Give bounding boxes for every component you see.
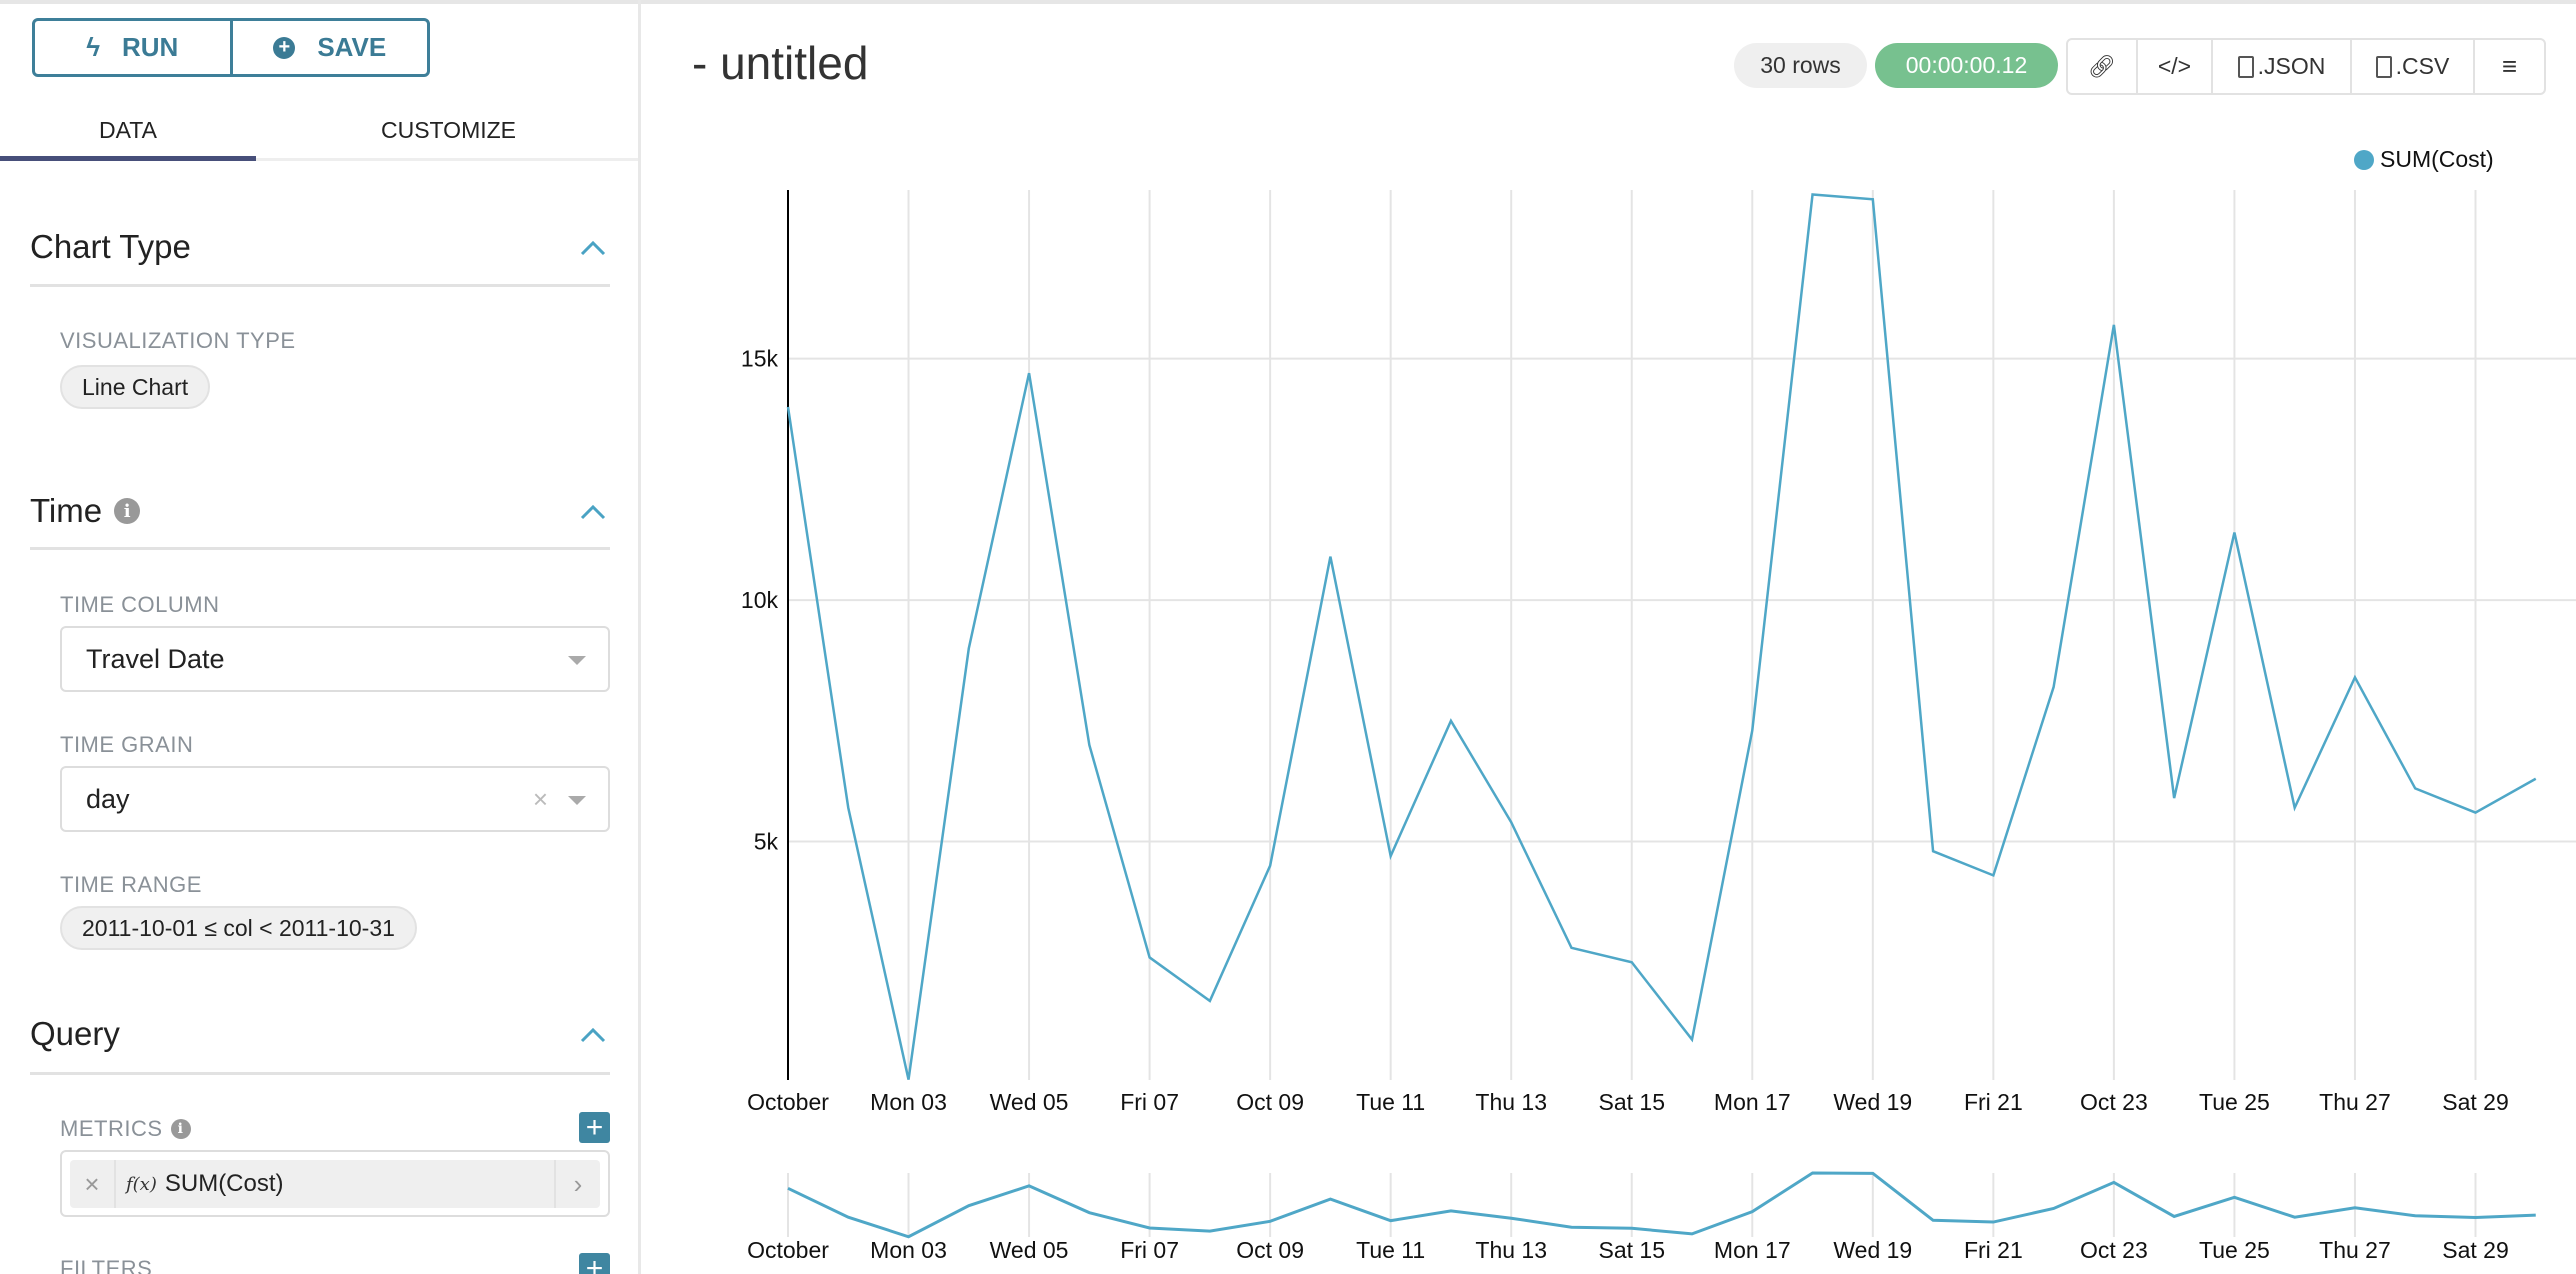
mini-x-tick-label: Oct 23 xyxy=(2080,1237,2148,1263)
mini-x-tick-label: Oct 09 xyxy=(1236,1237,1304,1263)
x-tick-label: October xyxy=(747,1089,829,1115)
chart-title[interactable]: - untitled xyxy=(692,37,869,89)
embed-code-button[interactable]: </> xyxy=(2138,40,2213,93)
plus-circle-icon: + xyxy=(273,36,296,59)
file-text-icon xyxy=(2375,55,2392,78)
chart-actions-toolbar: 🔗︎ </> .JSON .CSV ≡ xyxy=(2066,38,2546,95)
query-timer-badge: 00:00:00.12 xyxy=(1875,43,2058,88)
chevron-up-icon[interactable] xyxy=(578,238,608,258)
x-tick-label: Oct 09 xyxy=(1236,1089,1304,1115)
tab-customize[interactable]: CUSTOMIZE xyxy=(380,116,517,143)
active-tab-indicator xyxy=(0,156,256,161)
row-count-badge: 30 rows xyxy=(1734,43,1867,88)
metric-item[interactable]: × f(x) SUM(Cost) › xyxy=(70,1160,600,1208)
function-icon: f(x) xyxy=(126,1173,157,1195)
divider xyxy=(30,1072,610,1075)
mini-x-tick-label: Tue 11 xyxy=(1356,1237,1425,1263)
metric-name: SUM(Cost) xyxy=(164,1170,284,1197)
export-json-button[interactable]: .JSON xyxy=(2213,40,2352,93)
divider xyxy=(30,284,610,287)
x-tick-label: Thu 27 xyxy=(2319,1089,2391,1115)
section-time-header[interactable]: Time i xyxy=(30,492,141,530)
remove-icon[interactable]: × xyxy=(70,1160,116,1208)
time-range-label: TIME RANGE xyxy=(60,872,202,897)
section-query-header[interactable]: Query xyxy=(30,1015,120,1052)
add-metric-button[interactable]: + xyxy=(579,1112,610,1143)
link-icon: 🔗︎ xyxy=(2088,53,2116,79)
add-filter-button[interactable]: + xyxy=(579,1253,610,1274)
tab-divider xyxy=(0,158,638,161)
x-tick-label: Wed 19 xyxy=(1833,1089,1912,1115)
y-tick-label: 10k xyxy=(741,587,779,613)
mini-x-tick-label: Thu 27 xyxy=(2319,1237,2391,1263)
metrics-field: × f(x) SUM(Cost) › xyxy=(60,1150,610,1217)
series-line-sum-cost xyxy=(786,193,2537,1080)
run-save-group: ϟ RUN + SAVE xyxy=(32,18,430,77)
mini-x-tick-label: Sat 15 xyxy=(1598,1237,1665,1263)
x-tick-label: Oct 23 xyxy=(2080,1089,2148,1115)
mini-x-tick-label: Mon 03 xyxy=(870,1237,947,1263)
x-tick-label: Sat 15 xyxy=(1598,1089,1665,1115)
tab-data[interactable]: DATA xyxy=(99,116,157,143)
top-border xyxy=(0,0,2576,4)
export-csv-button[interactable]: .CSV xyxy=(2352,40,2475,93)
caret-down-icon xyxy=(568,656,586,665)
control-panel: ϟ RUN + SAVE DATA CUSTOMIZE Chart Type VIS… xyxy=(0,0,641,1274)
visualization-type-label: VISUALIZATION TYPE xyxy=(60,328,296,353)
info-icon[interactable]: i xyxy=(114,498,141,524)
x-tick-label: Wed 05 xyxy=(990,1089,1069,1115)
clear-icon[interactable]: × xyxy=(532,784,548,814)
time-column-select[interactable]: Travel Date xyxy=(60,626,610,692)
hamburger-icon: ≡ xyxy=(2501,51,2518,81)
mini-x-tick-label: Sat 29 xyxy=(2442,1237,2509,1263)
mini-x-tick-label: Mon 17 xyxy=(1714,1237,1791,1263)
caret-down-icon xyxy=(568,796,586,805)
file-code-icon xyxy=(2237,55,2254,78)
visualization-type-button[interactable]: Line Chart xyxy=(60,365,211,409)
share-link-button[interactable]: 🔗︎ xyxy=(2068,40,2138,93)
run-button[interactable]: ϟ RUN xyxy=(35,21,233,74)
time-column-label: TIME COLUMN xyxy=(60,592,220,617)
x-tick-label: Mon 03 xyxy=(870,1089,947,1115)
chevron-up-icon[interactable] xyxy=(578,502,608,522)
x-tick-label: Tue 25 xyxy=(2199,1089,2270,1115)
x-tick-label: Mon 17 xyxy=(1714,1089,1791,1115)
x-tick-label: Thu 13 xyxy=(1475,1089,1547,1115)
filters-label: FILTERS xyxy=(60,1256,153,1274)
range-selector-line xyxy=(787,1171,2536,1239)
legend-item[interactable]: SUM(Cost) xyxy=(2354,146,2494,173)
mini-x-tick-label: Wed 19 xyxy=(1833,1237,1912,1263)
chevron-up-icon[interactable] xyxy=(578,1025,608,1045)
time-range-button[interactable]: 2011-10-01 ≤ col < 2011-10-31 xyxy=(60,906,417,950)
x-tick-label: Fri 07 xyxy=(1120,1089,1179,1115)
x-tick-label: Sat 29 xyxy=(2442,1089,2509,1115)
mini-x-tick-label: Wed 05 xyxy=(990,1237,1069,1263)
mini-x-tick-label: October xyxy=(747,1237,829,1263)
mini-x-tick-label: Fri 07 xyxy=(1120,1237,1179,1263)
legend-dot xyxy=(2354,149,2374,170)
mini-x-tick-label: Fri 21 xyxy=(1964,1237,2023,1263)
section-chart-type-header[interactable]: Chart Type xyxy=(30,228,191,265)
metrics-label: METRICS i xyxy=(60,1116,191,1142)
more-menu-button[interactable]: ≡ xyxy=(2475,40,2544,93)
chevron-right-icon[interactable]: › xyxy=(554,1160,600,1208)
info-icon[interactable]: i xyxy=(170,1119,191,1139)
save-button[interactable]: + SAVE xyxy=(233,21,428,74)
x-tick-label: Tue 11 xyxy=(1356,1089,1425,1115)
y-tick-label: 5k xyxy=(754,829,779,855)
time-grain-select[interactable]: day × xyxy=(60,766,610,832)
x-tick-label: Fri 21 xyxy=(1964,1089,2023,1115)
time-grain-label: TIME GRAIN xyxy=(60,732,194,757)
y-tick-label: 15k xyxy=(741,346,779,372)
mini-x-tick-label: Thu 13 xyxy=(1475,1237,1547,1263)
code-icon: </> xyxy=(2157,53,2192,79)
mini-x-tick-label: Tue 25 xyxy=(2199,1237,2270,1263)
divider xyxy=(30,547,610,550)
bolt-icon: ϟ xyxy=(86,32,100,62)
